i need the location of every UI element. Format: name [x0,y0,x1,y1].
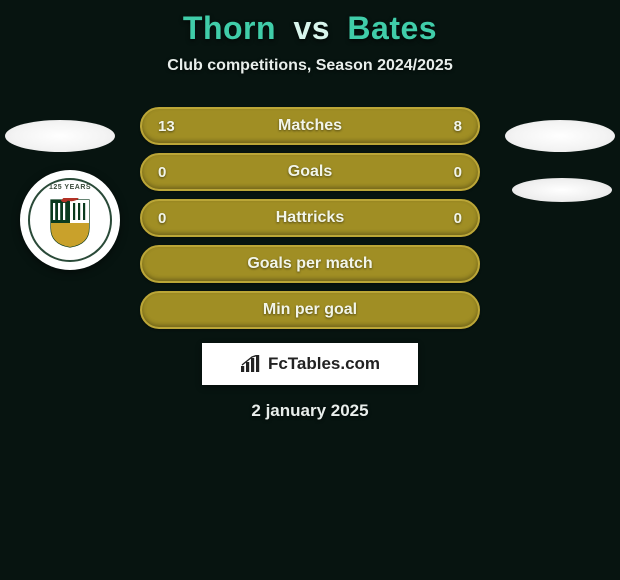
branding-text: FcTables.com [268,354,380,374]
stat-row: 13 Matches 8 [140,107,480,145]
crest-shield-icon [49,198,91,248]
stat-label: Goals [288,163,332,181]
player2-avatar-placeholder-1 [505,120,615,152]
subtitle: Club competitions, Season 2024/2025 [0,57,620,75]
player1-club-crest: 125 YEARS [20,170,120,270]
stat-value-right: 8 [454,118,462,135]
stat-value-right: 0 [454,164,462,181]
player1-avatar-placeholder [5,120,115,152]
crest-banner-text: 125 YEARS [49,184,91,191]
stat-label: Goals per match [247,255,372,273]
branding-badge: FcTables.com [202,343,418,385]
page-title: Thorn vs Bates [0,0,620,47]
stat-value-left: 0 [158,210,166,227]
stat-value-left: 13 [158,118,175,135]
stat-label: Matches [278,117,342,135]
player2-name: Bates [347,10,437,46]
stat-label: Hattricks [276,209,344,227]
crest-ring: 125 YEARS [28,178,112,262]
stat-row: 0 Goals 0 [140,153,480,191]
stat-label: Min per goal [263,301,357,319]
stat-value-right: 0 [454,210,462,227]
stat-row: Min per goal [140,291,480,329]
player2-avatar-placeholder-2 [512,178,612,202]
stat-row: 0 Hattricks 0 [140,199,480,237]
stat-row: Goals per match [140,245,480,283]
bar-chart-icon [240,355,262,373]
date-label: 2 january 2025 [0,401,620,421]
vs-label: vs [293,10,330,46]
stat-value-left: 0 [158,164,166,181]
player1-name: Thorn [183,10,276,46]
